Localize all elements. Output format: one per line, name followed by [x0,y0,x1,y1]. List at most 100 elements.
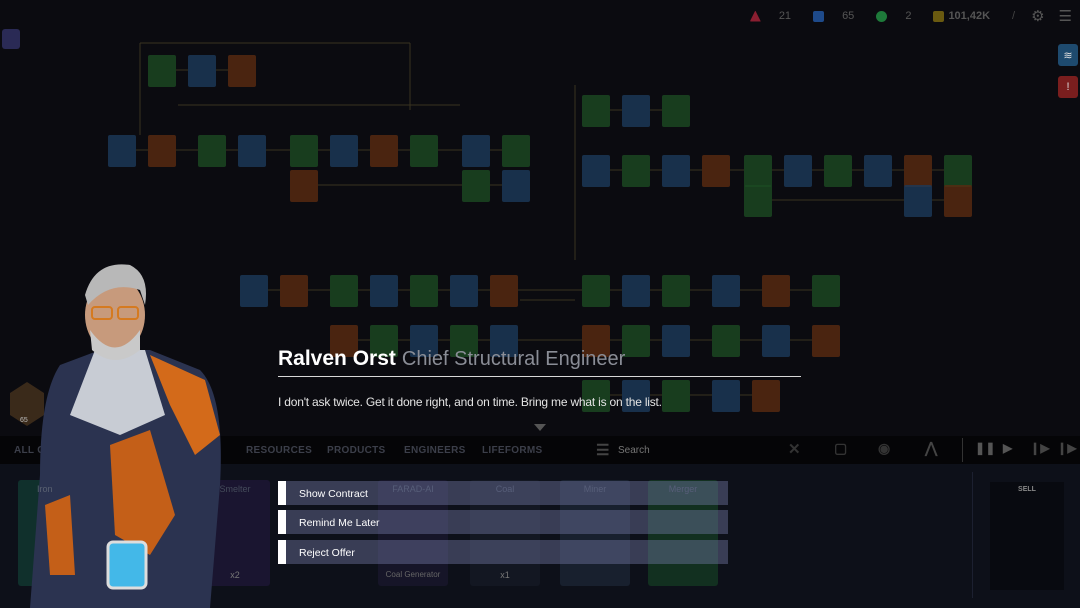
graph-node[interactable] [712,380,740,412]
graph-node[interactable] [290,135,318,167]
graph-node[interactable] [330,275,358,307]
alert-icon[interactable]: ! [1058,76,1078,98]
frame-icon[interactable]: ▢ [834,440,848,456]
remind-me-later-button[interactable]: Remind Me Later [278,510,728,534]
graph-node[interactable] [662,325,690,357]
reject-offer-button[interactable]: Reject Offer [278,540,728,564]
speaker-role: Chief Structural Engineer [401,348,626,370]
graph-node[interactable] [744,155,772,187]
layers-icon[interactable]: ≋ [1058,44,1078,66]
graph-node[interactable] [744,185,772,217]
graph-node[interactable] [812,275,840,307]
graph-node[interactable] [462,170,490,202]
graph-node[interactable] [582,155,610,187]
player-avatar[interactable] [10,382,44,426]
collapse-arrow-icon[interactable] [534,424,546,431]
hamburger-icon[interactable]: ☰ [1058,8,1072,25]
graph-node[interactable] [662,155,690,187]
cloud-icon[interactable]: ◉ [878,440,891,456]
graph-node[interactable] [762,275,790,307]
graph-node[interactable] [904,155,932,187]
engineer-icon [876,10,888,22]
show-contract-button[interactable]: Show Contract [278,481,728,505]
fast-forward-icon[interactable]: ❙▶ [1030,441,1050,455]
graph-node[interactable] [702,155,730,187]
graph-node[interactable] [582,275,610,307]
graph-node[interactable] [662,275,690,307]
graph-node[interactable] [582,325,610,357]
tab-lifeforms[interactable]: LIFEFORMS [482,445,543,456]
graph-node[interactable] [662,95,690,127]
graph-node[interactable] [290,170,318,202]
card-coal[interactable]: Coal x1 [470,480,540,586]
graph-node[interactable] [462,135,490,167]
graph-node[interactable] [490,275,518,307]
graph-node[interactable] [944,155,972,187]
hud-network: 21 [749,10,791,22]
graph-node[interactable] [148,135,176,167]
graph-node[interactable] [410,135,438,167]
graph-node[interactable] [370,275,398,307]
card-merger[interactable]: Merger [648,480,718,586]
graph-node[interactable] [622,95,650,127]
network-icon [749,10,761,22]
graph-node[interactable] [410,275,438,307]
graph-node[interactable] [662,380,690,412]
graph-node[interactable] [502,135,530,167]
graph-node[interactable] [622,325,650,357]
graph-node[interactable] [330,325,358,357]
graph-node[interactable] [238,135,266,167]
graph-node[interactable] [784,155,812,187]
sell-zone[interactable]: SELL [990,482,1064,590]
graph-node[interactable] [490,325,518,357]
gear-icon[interactable]: ⚙ [1031,8,1045,25]
tools-icon[interactable]: ✕ [788,441,801,458]
pause-icon[interactable]: ❚❚ [975,441,996,455]
graph-node[interactable] [622,275,650,307]
graph-node[interactable] [450,275,478,307]
hud-cards: 65 [813,10,854,22]
graph-node[interactable] [944,185,972,217]
hud-money: 101,42K [933,10,990,22]
graph-node[interactable] [824,155,852,187]
graph-node[interactable] [752,380,780,412]
search-input[interactable] [618,440,748,460]
player-level: 65 [20,417,28,424]
tab-engineers[interactable]: ENGINEERS [404,445,466,456]
graph-node[interactable] [582,380,610,412]
graph-node[interactable] [712,275,740,307]
graph-node[interactable] [240,275,268,307]
filter-icon[interactable]: ☰ [596,442,610,459]
clipboard-icon[interactable] [2,29,20,49]
graph-node[interactable] [108,135,136,167]
graph-node[interactable] [622,155,650,187]
graph-node[interactable] [762,325,790,357]
dialog-speaker: Ralven Orst Chief Structural Engineer [278,347,625,371]
graph-node[interactable] [370,325,398,357]
graph-node[interactable] [330,135,358,167]
graph-node[interactable] [864,155,892,187]
graph-node[interactable] [622,380,650,412]
graph-node[interactable] [502,170,530,202]
graph-node[interactable] [370,135,398,167]
production-graph[interactable] [0,0,1080,430]
card-farad-ai[interactable]: FARAD-AI Coal Generator [378,480,448,586]
graph-node[interactable] [148,55,176,87]
speaker-name: Ralven Orst [278,347,396,370]
fastest-icon[interactable]: ❙▶ [1057,441,1077,455]
tab-resources[interactable]: RESOURCES [246,445,313,456]
graph-node[interactable] [450,325,478,357]
graph-node[interactable] [812,325,840,357]
graph-node[interactable] [198,135,226,167]
graph-node[interactable] [582,95,610,127]
graph-node[interactable] [188,55,216,87]
graph-node[interactable] [712,325,740,357]
graph-node[interactable] [904,185,932,217]
graph-node[interactable] [280,275,308,307]
network-icon[interactable]: ⋀ [925,440,938,457]
card-miner[interactable]: Miner [560,480,630,586]
graph-node[interactable] [410,325,438,357]
graph-node[interactable] [228,55,256,87]
tab-products[interactable]: PRODUCTS [327,445,386,456]
play-icon[interactable]: ▶ [1003,441,1013,455]
